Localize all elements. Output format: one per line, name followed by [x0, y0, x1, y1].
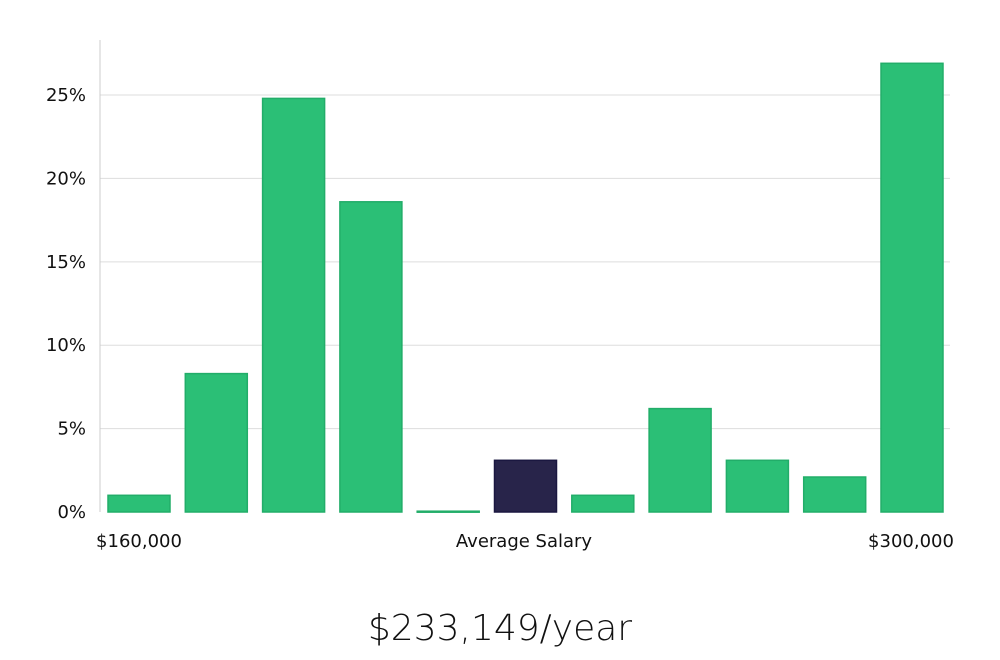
bar: [107, 494, 171, 513]
average-salary-value: $233,149/year: [367, 608, 633, 649]
bar-highlighted: [493, 459, 558, 513]
x-axis-title: Average Salary: [456, 531, 593, 552]
bar: [648, 407, 712, 513]
bars: [107, 62, 944, 513]
salary-histogram: 0% 5% 10% 15% 20% 25% $160,000 Average Salary…: [46, 40, 954, 552]
x-axis-min-label: $160,000: [96, 531, 182, 552]
bar: [184, 372, 249, 513]
bar: [416, 510, 480, 513]
y-tick-label: 10%: [46, 335, 86, 356]
bar: [802, 476, 867, 513]
y-tick-label: 15%: [46, 252, 86, 273]
y-axis-ticks: 0% 5% 10% 15% 20% 25%: [46, 85, 86, 523]
bar: [571, 494, 635, 513]
y-tick-label: 20%: [46, 168, 86, 189]
bar: [725, 459, 790, 513]
grid-lines: [100, 94, 950, 430]
x-axis-max-label: $300,000: [868, 531, 954, 552]
y-tick-label: 5%: [57, 419, 86, 440]
y-tick-label: 25%: [46, 85, 86, 106]
bar: [261, 97, 326, 513]
bar: [339, 201, 403, 513]
bar: [880, 62, 944, 513]
y-tick-label: 0%: [57, 502, 86, 523]
